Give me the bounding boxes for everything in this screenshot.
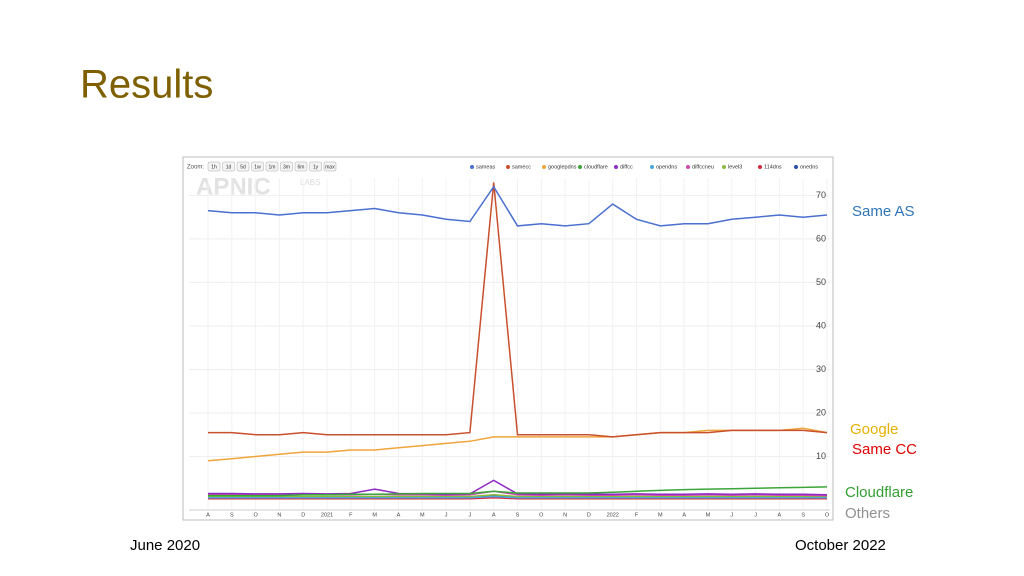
legend-label[interactable]: level3 (728, 164, 742, 170)
zoom-button[interactable] (294, 161, 308, 172)
series-line (208, 486, 828, 497)
x-tick-label: A (682, 512, 686, 518)
zoom-button[interactable] (236, 161, 250, 172)
legend-marker[interactable] (686, 165, 690, 169)
legend-marker[interactable] (470, 165, 474, 169)
x-tick-label: F (349, 512, 353, 518)
x-tick-label: M (706, 512, 711, 518)
zoom-button[interactable] (265, 161, 279, 172)
legend-marker[interactable] (506, 165, 510, 169)
series-line (208, 182, 828, 438)
start-label: June 2020 (130, 537, 200, 554)
x-tick-label: D (301, 512, 305, 518)
x-tick-label: 2021 (321, 512, 333, 518)
legend-marker[interactable] (650, 165, 654, 169)
zoom-button[interactable] (251, 161, 264, 172)
y-tick-label: 20 (816, 407, 826, 417)
y-tick-label: 60 (816, 233, 826, 243)
x-tick-label: O (539, 512, 544, 518)
series-line (208, 479, 828, 496)
zoom-button-label[interactable]: 1m (269, 164, 276, 170)
x-tick-label: N (563, 512, 567, 518)
y-tick-label: 10 (816, 451, 826, 461)
x-tick-label: J (469, 512, 472, 518)
watermark: APNIC (196, 173, 271, 200)
x-tick-label: O (825, 512, 830, 518)
x-tick-label: D (587, 512, 591, 518)
legend-marker[interactable] (578, 165, 582, 169)
series-line (208, 497, 827, 500)
legend-label[interactable]: diffcc (620, 164, 633, 170)
zoom-button[interactable] (280, 161, 293, 172)
x-tick-label: J (445, 512, 448, 518)
x-tick-label: M (658, 512, 663, 518)
zoom-button-label[interactable]: 3m (283, 164, 290, 170)
zoom-button-label[interactable]: 5d (240, 164, 246, 170)
legend-marker[interactable] (722, 165, 726, 169)
x-tick-label: J (730, 512, 733, 518)
watermark: LABS (300, 178, 320, 187)
zoom-label: Zoom: (187, 165, 204, 171)
legend-marker[interactable] (614, 165, 618, 169)
legend-label[interactable]: sameas (476, 164, 496, 170)
y-tick-label: 30 (816, 364, 826, 374)
legend-marker[interactable] (758, 165, 762, 169)
zoom-button-label[interactable]: max (325, 164, 335, 170)
zoom-button[interactable] (207, 161, 221, 172)
zoom-button[interactable] (323, 161, 337, 172)
x-tick-label: A (397, 512, 401, 518)
series-line (208, 494, 827, 498)
series-annotation: Others (845, 505, 890, 522)
legend-label[interactable]: cloudflare (584, 164, 608, 170)
x-tick-label: O (253, 512, 258, 518)
legend-marker[interactable] (542, 165, 546, 169)
legend-label[interactable]: diffccneu (692, 164, 714, 170)
zoom-button-label[interactable]: 6m (298, 164, 305, 170)
x-tick-label: A (778, 512, 782, 518)
x-tick-label: 2022 (607, 512, 619, 518)
x-tick-label: A (492, 512, 496, 518)
y-tick-label: 70 (816, 190, 826, 200)
x-tick-label: M (420, 512, 425, 518)
legend-label[interactable]: opendns (656, 164, 677, 170)
zoom-button[interactable] (309, 161, 322, 172)
series-annotation: Same CC (852, 441, 917, 458)
series-annotation: Google (850, 421, 898, 438)
x-tick-label: J (754, 512, 757, 518)
series-line (207, 185, 828, 227)
series-annotation: Cloudflare (845, 484, 913, 501)
legend-marker[interactable] (794, 165, 798, 169)
zoom-button-label[interactable]: 1h (211, 164, 217, 170)
x-tick-label: N (277, 512, 281, 518)
x-tick-label: S (801, 512, 805, 518)
series-line (208, 495, 827, 499)
series-annotation: Same AS (852, 203, 915, 220)
slide-title: Results (80, 63, 213, 107)
end-label: October 2022 (795, 537, 886, 554)
y-tick-label: 50 (816, 277, 826, 287)
x-tick-label: S (516, 512, 520, 518)
legend-label[interactable]: 114dns (764, 164, 782, 170)
legend-label[interactable]: onedns (800, 164, 818, 170)
zoom-button-label[interactable]: 1w (254, 164, 261, 170)
y-tick-label: 40 (816, 320, 826, 330)
x-tick-label: A (206, 512, 210, 518)
x-tick-label: S (230, 512, 234, 518)
legend-label[interactable]: samecc (512, 164, 531, 170)
zoom-button-label[interactable]: 1d (226, 164, 232, 170)
legend-label[interactable]: googlepdns (548, 164, 577, 170)
x-tick-label: M (372, 512, 377, 518)
zoom-button-label[interactable]: 1y (313, 164, 319, 170)
x-tick-label: F (635, 512, 639, 518)
zoom-button[interactable] (222, 161, 235, 172)
